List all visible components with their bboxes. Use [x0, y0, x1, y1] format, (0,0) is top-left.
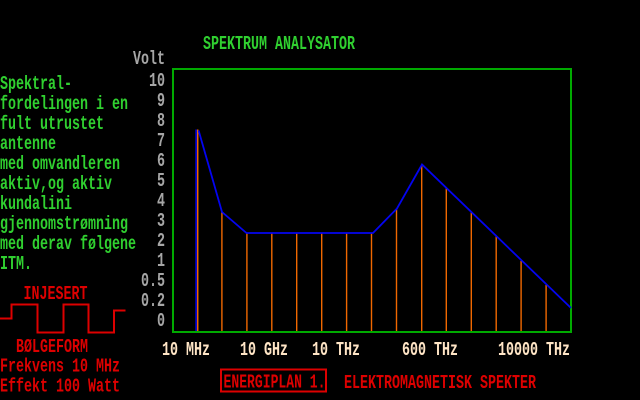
svg-text:Effekt 100 Watt: Effekt 100 Watt — [0, 376, 120, 398]
svg-text:ELEKTROMAGNETISK SPEKTER: ELEKTROMAGNETISK SPEKTER — [344, 372, 536, 394]
svg-text:ENERGIPLAN 1.: ENERGIPLAN 1. — [224, 372, 326, 394]
svg-text:kundalini: kundalini — [0, 193, 72, 215]
svg-text:aktiv,og aktiv: aktiv,og aktiv — [0, 173, 112, 195]
svg-text:0.2: 0.2 — [141, 290, 165, 312]
svg-text:1: 1 — [157, 250, 165, 272]
svg-text:10: 10 — [149, 70, 165, 92]
svg-text:Volt: Volt — [133, 48, 165, 70]
svg-text:Frekvens 10 MHz: Frekvens 10 MHz — [0, 356, 120, 378]
svg-text:SPEKTRUM ANALYSATOR: SPEKTRUM ANALYSATOR — [203, 33, 355, 55]
svg-text:fordelingen i en: fordelingen i en — [0, 93, 128, 115]
svg-text:3: 3 — [157, 210, 165, 232]
svg-text:0.5: 0.5 — [141, 270, 165, 292]
svg-text:antenne: antenne — [0, 133, 56, 155]
svg-text:0: 0 — [157, 310, 165, 332]
svg-text:med derav følgene: med derav følgene — [0, 233, 136, 255]
svg-text:fult utrustet: fult utrustet — [0, 113, 104, 135]
svg-text:7: 7 — [157, 130, 165, 152]
svg-text:10000 THz: 10000 THz — [498, 339, 570, 361]
svg-text:9: 9 — [157, 90, 165, 112]
svg-text:ITM.: ITM. — [0, 253, 32, 275]
svg-text:med omvandleren: med omvandleren — [0, 153, 120, 175]
svg-text:6: 6 — [157, 150, 165, 172]
svg-text:10 MHz: 10 MHz — [162, 339, 210, 361]
svg-text:Spektral-: Spektral- — [0, 73, 72, 95]
svg-text:10 GHz: 10 GHz — [240, 339, 288, 361]
svg-text:5: 5 — [157, 170, 165, 192]
svg-text:4: 4 — [157, 190, 165, 212]
svg-text:8: 8 — [157, 110, 165, 132]
svg-text:10 THz: 10 THz — [312, 339, 360, 361]
svg-text:2: 2 — [157, 230, 165, 252]
svg-text:INJESERT: INJESERT — [24, 283, 88, 305]
svg-text:600 THz: 600 THz — [402, 339, 458, 361]
svg-text:gjennomstrømning: gjennomstrømning — [0, 213, 128, 235]
svg-text:BØLGEFORM: BØLGEFORM — [16, 336, 88, 358]
